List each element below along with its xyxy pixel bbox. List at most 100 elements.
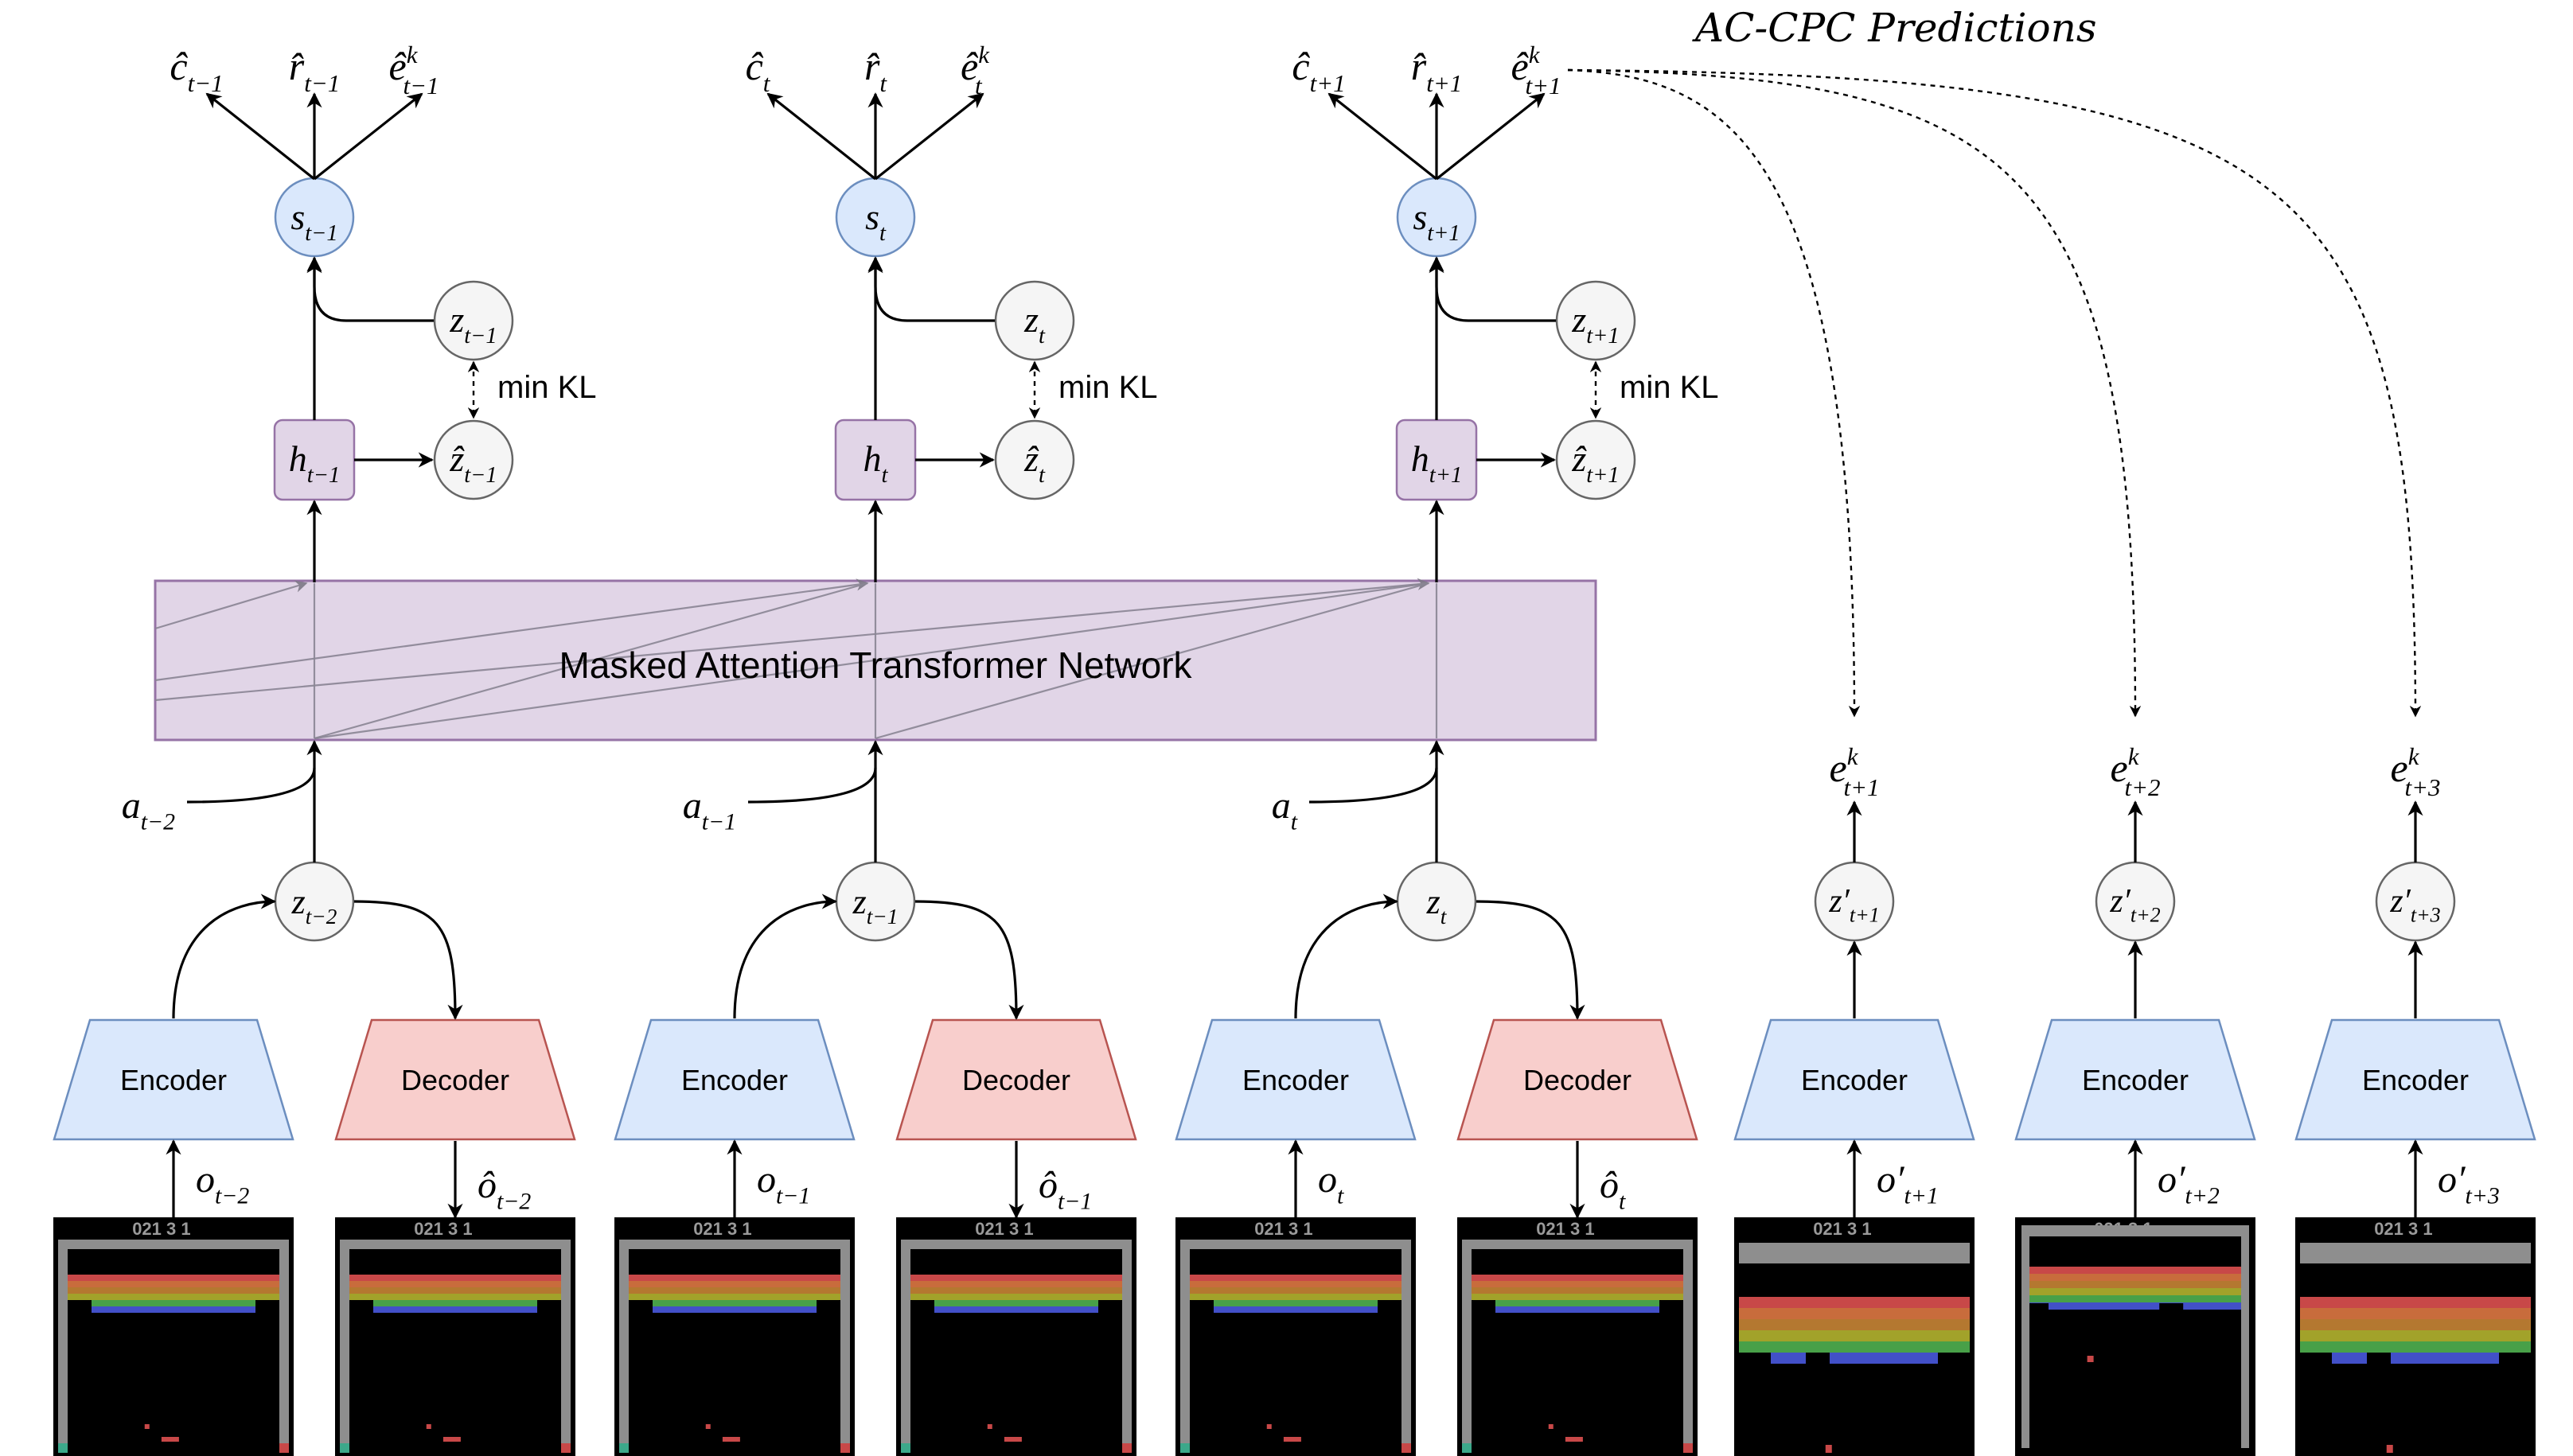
encoder: Encoder (1175, 1018, 1417, 1141)
svg-text:ekt+3: ek t+3 (2390, 742, 2440, 801)
svg-text:êkt−1: êk t−1 (388, 41, 439, 99)
svg-text:r̂t+1: r̂t+1 (1411, 44, 1463, 97)
svg-text:ẑt+1: ẑt+1 (1571, 438, 1619, 488)
encoder-label: Encoder (120, 1064, 227, 1096)
arrow-to-e (314, 92, 423, 181)
encoder-to-z-arrow (172, 893, 276, 1019)
observation-label: ot−2 (196, 1158, 249, 1209)
svg-text:ẑt: ẑt (1023, 438, 1046, 488)
cpc-prediction-curve (1567, 68, 2142, 718)
svg-text:ht: ht (864, 438, 889, 488)
svg-text:ot−2: ot−2 (196, 1158, 249, 1209)
future-z-node (1814, 861, 1895, 942)
target-embedding-label: ek t+3 (2390, 742, 2440, 801)
hidden-label: ht−1 (289, 438, 340, 488)
svg-text:zt−1: zt−1 (852, 882, 899, 928)
z-posterior-label: zt (1023, 299, 1046, 348)
z-prior-label: ẑt−1 (449, 438, 497, 488)
e-hat-label: êk t+1 (1511, 41, 1561, 99)
encoder-label: Encoder (1242, 1064, 1349, 1096)
future-encoder-label: Encoder (2082, 1064, 2189, 1096)
observation-frame-score: 021 3 1 (132, 1219, 190, 1239)
observation-label: ot (1318, 1158, 1344, 1209)
svg-text:ekt+2: ek t+2 (2110, 742, 2160, 801)
svg-text:at: at (1272, 784, 1298, 835)
z-input-label: zt−2 (291, 882, 337, 928)
z-posterior-node (994, 280, 1075, 361)
arrow-to-e (875, 92, 984, 181)
future-frame: 021 3 1 (1734, 1217, 1975, 1456)
decoder: Decoder (895, 1018, 1137, 1141)
target-embedding-label: ek t+1 (1829, 742, 1879, 801)
observation-frame-score: 021 3 1 (693, 1219, 751, 1239)
svg-text:zt: zt (1023, 299, 1046, 348)
svg-text:êkt: êk t (961, 41, 990, 99)
cpc-prediction-curve (1567, 68, 2422, 718)
hidden-label: ht (864, 438, 889, 488)
action-curve (1308, 767, 1438, 804)
svg-text:r̂t: r̂t (864, 44, 887, 97)
reconstruction-frame: 021 3 1 (335, 1217, 575, 1456)
future-encoder: Encoder (1733, 1018, 1975, 1141)
state-label: st+1 (1413, 197, 1460, 246)
z-posterior-label: zt+1 (1571, 299, 1619, 348)
observation-label: ot−1 (757, 1158, 810, 1209)
arrow-to-c (1327, 92, 1437, 181)
svg-text:o′t+2: o′t+2 (2158, 1158, 2220, 1209)
reconstruction-label: ôt−2 (478, 1164, 531, 1214)
future-frame-score: 021 3 1 (1813, 1219, 1871, 1239)
z-to-state-arrow (1429, 256, 1556, 322)
e-hat-label: êk t−1 (388, 41, 439, 99)
encoder-to-z-arrow (733, 893, 837, 1019)
future-frame: 021 3 1 (2295, 1217, 2536, 1456)
observation-frame: 021 3 1 (1175, 1217, 1416, 1456)
action-label: at−2 (122, 784, 175, 835)
timestep-2: st ĉt r̂t êk t zt ht ẑt min KL zt−1 at−1 Encoder Dec… (614, 41, 1158, 1219)
r-hat-label: r̂t+1 (1411, 44, 1463, 97)
reconstruction-frame-score: 021 3 1 (414, 1219, 472, 1239)
decoder-label: Decoder (1523, 1064, 1632, 1096)
svg-text:z′t+3: z′t+3 (2389, 883, 2440, 927)
decoder-label: Decoder (962, 1064, 1070, 1096)
decoder: Decoder (1456, 1018, 1698, 1141)
encoder: Encoder (614, 1018, 856, 1141)
svg-text:ĉt+1: ĉt+1 (1292, 44, 1345, 97)
svg-text:ẑt−1: ẑt−1 (449, 438, 497, 488)
hidden-label: ht+1 (1411, 438, 1462, 488)
hidden-node (1395, 419, 1478, 501)
svg-text:at−2: at−2 (122, 784, 175, 835)
encoder-label: Encoder (681, 1064, 788, 1096)
cpc-prediction-curve (1567, 68, 1861, 718)
c-hat-label: ĉt+1 (1292, 44, 1345, 97)
future-observation-label: o′t+1 (1877, 1158, 1939, 1209)
svg-text:ot: ot (1318, 1158, 1344, 1209)
z-prior-label: ẑt+1 (1571, 438, 1619, 488)
z-input-node (274, 861, 355, 942)
future-step-2: ek t+2 z′t+2 Encoder o′t+2 (2014, 742, 2256, 1217)
min-kl-label: min KL (1620, 370, 1719, 405)
observation-frame-score: 021 3 1 (1254, 1219, 1312, 1239)
svg-text:ĉt: ĉt (746, 44, 771, 97)
future-encoder: Encoder (2294, 1018, 2536, 1141)
attention-lines (154, 578, 1438, 740)
e-hat-label: êk t (961, 41, 990, 99)
svg-text:z′t+1: z′t+1 (1828, 883, 1879, 927)
action-label: at (1272, 784, 1298, 835)
observation-frame: 021 3 1 (53, 1217, 294, 1456)
arrow-to-c (205, 92, 315, 181)
z-to-decoder-arrow (1476, 900, 1585, 1020)
future-encoder-label: Encoder (2362, 1064, 2469, 1096)
svg-text:st+1: st+1 (1413, 197, 1460, 246)
z-input-node (835, 861, 916, 942)
z-prior-node (433, 419, 514, 500)
state-label: st (865, 197, 887, 246)
c-hat-label: ĉt (746, 44, 771, 97)
svg-text:ht−1: ht−1 (289, 438, 340, 488)
action-curve (747, 767, 877, 804)
svg-text:êkt+1: êk t+1 (1511, 41, 1561, 99)
svg-text:z′t+2: z′t+2 (2109, 883, 2160, 927)
svg-text:ot−1: ot−1 (757, 1158, 810, 1209)
svg-text:st: st (865, 197, 887, 246)
decoder-label: Decoder (401, 1064, 509, 1096)
